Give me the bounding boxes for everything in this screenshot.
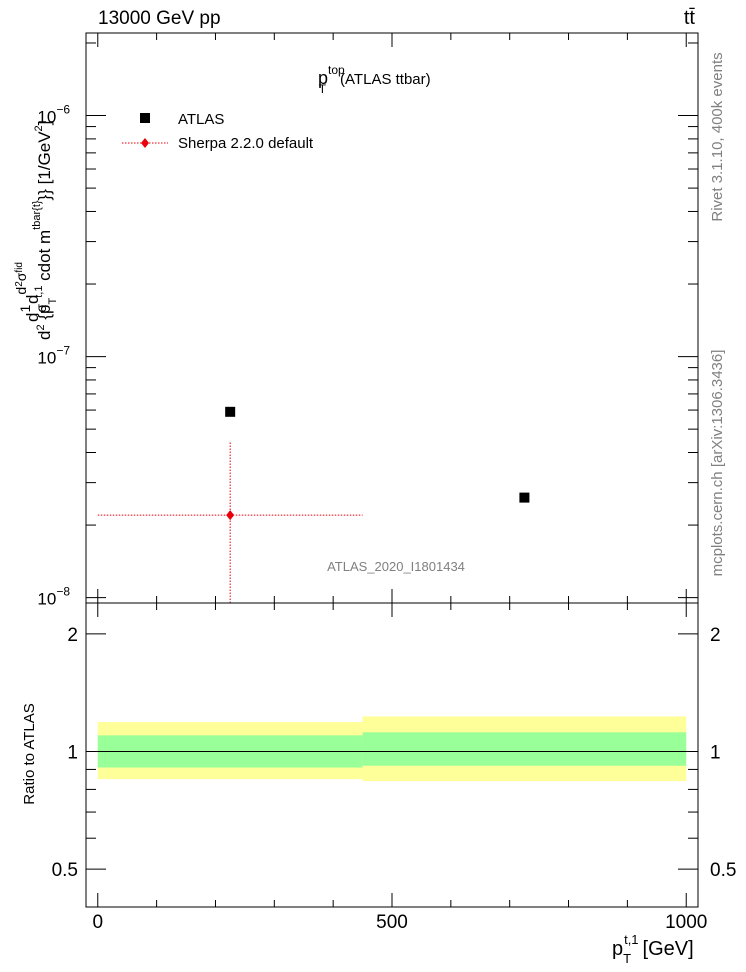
ratio-y-tick-label-right: 2 [710, 625, 721, 646]
atlas-data-point [519, 492, 530, 503]
ratio-y-tick-label-left: 1 [67, 743, 78, 764]
process-label: tt̄ [684, 7, 696, 29]
rivet-label: Rivet 3.1.10, 400k events [709, 52, 726, 221]
main-axis-ticks [86, 33, 698, 603]
main-y-tick-labels: 10−6 10−7 10−8 [37, 103, 70, 609]
ratio-y-tick-label-right: 1 [710, 743, 721, 764]
x-axis-label: pTt,1 [GeV] [612, 932, 694, 966]
ratio-panel: 0.5 0.5 1 1 2 2 0 500 1000 Ratio to ATLAS pTt,1[… [21, 602, 737, 966]
x-tick-label: 500 [376, 912, 408, 933]
legend-atlas-marker [140, 113, 150, 123]
x-tick-label: 1000 [665, 912, 707, 933]
ratio-y-tick-label-right: 0.5 [710, 860, 736, 881]
atlas-data-point [225, 406, 236, 417]
main-y-axis-label: d1σdd2σfidd2 {pTt,1 cdot mtbar{t}}} [1/G… [13, 121, 59, 340]
analysis-watermark: ATLAS_2020_I1801434 [327, 559, 465, 574]
legend: ATLAS Sherpa 2.2.0 default [122, 111, 314, 152]
svg-text:d1σdd2σfidd2 {pTt,1 cdot mtbar: d1σdd2σfidd2 {pTt,1 cdot mtbar{t}}} [1/G… [13, 121, 59, 340]
main-panel: 10−6 10−7 10−8 ptop T(ATLAS ttbar) ATLAS Sh… [13, 32, 699, 609]
main-y-tick-label: 10−6 [37, 103, 70, 127]
legend-sherpa-marker [141, 138, 149, 148]
ratio-y-tick-label-left: 0.5 [52, 860, 78, 881]
ratio-y-axis-label: Ratio to ATLAS [21, 703, 38, 804]
main-y-tick-label: 10−8 [37, 585, 70, 609]
beam-label: 13000 GeV pp [98, 8, 221, 29]
ratio-tick-labels: 0.5 0.5 1 1 2 2 0 500 1000 [52, 625, 737, 933]
ratio-inner-band [362, 732, 687, 766]
legend-sherpa-label: Sherpa 2.2.0 default [178, 135, 314, 152]
main-y-tick-label: 10−7 [37, 344, 70, 368]
ratio-axis-ticks [86, 603, 698, 907]
x-tick-label: 0 [92, 912, 103, 933]
ratio-bands [97, 716, 687, 782]
ratio-y-tick-label-left: 2 [67, 625, 78, 646]
main-data-layer [97, 406, 530, 603]
legend-atlas-label: ATLAS [178, 111, 224, 128]
mcplots-label: mcplots.cern.ch [arXiv:1306.3436] [709, 350, 726, 577]
plot-title: ptop T(ATLAS ttbar) [318, 63, 431, 96]
sherpa-data-point [226, 510, 235, 521]
